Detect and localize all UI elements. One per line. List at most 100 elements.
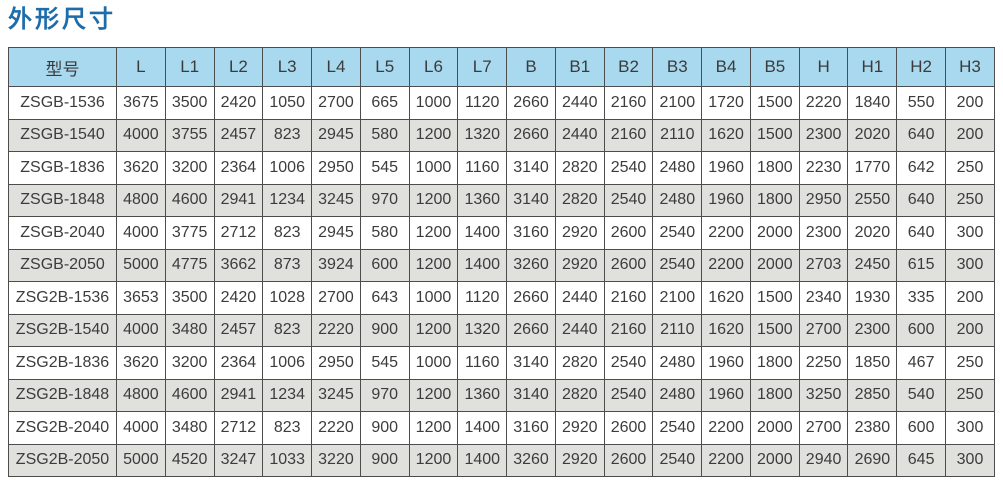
table-row: ZSG2B-2050 5000 4520 3247 1033 3220 900 1200 140… (8, 443, 995, 477)
value-cell: 2540 (603, 183, 654, 217)
value-cell: 2100 (652, 86, 703, 120)
value-cell: 1200 (408, 411, 459, 445)
value-cell: 1960 (701, 378, 751, 412)
value-cell: 2420 (213, 281, 264, 315)
column-header: L1 (164, 47, 215, 87)
value-cell: 600 (896, 313, 947, 347)
value-cell: 823 (262, 216, 313, 250)
value-cell: 545 (359, 346, 410, 380)
value-cell: 1360 (457, 183, 508, 217)
model-cell: ZSGB-1540 (8, 118, 117, 152)
value-cell: 1620 (701, 313, 751, 347)
value-cell: 970 (359, 378, 410, 412)
value-cell: 5000 (116, 443, 166, 477)
value-cell: 2250 (798, 346, 849, 380)
value-cell: 2941 (213, 183, 264, 217)
value-cell: 2110 (652, 313, 703, 347)
page-title: 外形尺寸 (8, 6, 116, 33)
value-cell: 600 (359, 248, 410, 282)
value-cell: 3140 (506, 151, 556, 185)
value-cell: 640 (896, 216, 947, 250)
model-cell: ZSG2B-1540 (8, 313, 117, 347)
value-cell: 615 (896, 248, 947, 282)
value-cell: 1720 (701, 86, 751, 120)
value-cell: 2364 (213, 346, 264, 380)
value-cell: 2457 (213, 118, 264, 152)
value-cell: 1000 (408, 86, 459, 120)
value-cell: 5000 (116, 248, 166, 282)
value-cell: 2220 (798, 86, 849, 120)
column-header: L (116, 47, 166, 87)
value-cell: 4000 (116, 118, 166, 152)
table-row: ZSGB-1536 3675 3500 2420 1050 2700 665 1000 1120… (8, 86, 995, 120)
value-cell: 1500 (749, 118, 800, 152)
value-cell: 900 (359, 411, 410, 445)
column-header: B (506, 47, 556, 87)
value-cell: 2660 (506, 86, 556, 120)
value-cell: 1800 (749, 346, 800, 380)
value-cell: 2941 (213, 378, 264, 412)
value-cell: 1500 (749, 281, 800, 315)
value-cell: 1120 (457, 281, 508, 315)
model-cell: ZSGB-1836 (8, 151, 117, 185)
value-cell: 467 (896, 346, 947, 380)
value-cell: 1160 (457, 151, 508, 185)
table-row: ZSG2B-1536 3653 3500 2420 1028 2700 643 1000 112… (8, 281, 995, 315)
model-cell: ZSG2B-1836 (8, 346, 117, 380)
value-cell: 4000 (116, 411, 166, 445)
value-cell: 3775 (164, 216, 215, 250)
value-cell: 1400 (457, 248, 508, 282)
value-cell: 2712 (213, 411, 264, 445)
value-cell: 640 (896, 118, 947, 152)
value-cell: 2364 (213, 151, 264, 185)
value-cell: 2540 (652, 443, 703, 477)
value-cell: 200 (945, 281, 995, 315)
value-cell: 1930 (847, 281, 898, 315)
value-cell: 4800 (116, 183, 166, 217)
value-cell: 2480 (652, 183, 703, 217)
value-cell: 2820 (554, 183, 605, 217)
value-cell: 4775 (164, 248, 215, 282)
value-cell: 1200 (408, 443, 459, 477)
value-cell: 3250 (798, 378, 849, 412)
value-cell: 3662 (213, 248, 264, 282)
value-cell: 300 (945, 216, 995, 250)
header-row: 型号 L L1 L2 L3 L4 L5 L6 L7 B B1 B2 B3 B4 B5 H H1 H2 H3 (8, 47, 995, 87)
column-header: H1 (847, 47, 898, 87)
value-cell: 335 (896, 281, 947, 315)
value-cell: 2440 (554, 313, 605, 347)
value-cell: 1400 (457, 216, 508, 250)
value-cell: 2440 (554, 118, 605, 152)
value-cell: 1200 (408, 118, 459, 152)
value-cell: 2420 (213, 86, 264, 120)
value-cell: 2220 (311, 411, 361, 445)
value-cell: 2700 (311, 281, 361, 315)
value-cell: 2020 (847, 118, 898, 152)
value-cell: 873 (262, 248, 313, 282)
value-cell: 1800 (749, 378, 800, 412)
table-row: ZSG2B-2040 4000 3480 2712 823 2220 900 1200 1400… (8, 411, 995, 445)
model-cell: ZSGB-2040 (8, 216, 117, 250)
value-cell: 2110 (652, 118, 703, 152)
table-row: ZSGB-2040 4000 3775 2712 823 2945 580 1200 1400 3… (8, 216, 995, 250)
column-header: H (798, 47, 849, 87)
value-cell: 1620 (701, 281, 751, 315)
value-cell: 645 (896, 443, 947, 477)
value-cell: 3620 (116, 151, 166, 185)
value-cell: 200 (945, 86, 995, 120)
value-cell: 580 (359, 118, 410, 152)
value-cell: 3247 (213, 443, 264, 477)
value-cell: 2300 (847, 313, 898, 347)
value-cell: 642 (896, 151, 947, 185)
value-cell: 1850 (847, 346, 898, 380)
value-cell: 2200 (701, 411, 751, 445)
value-cell: 300 (945, 248, 995, 282)
value-cell: 3924 (311, 248, 361, 282)
value-cell: 1200 (408, 183, 459, 217)
value-cell: 2540 (652, 216, 703, 250)
value-cell: 1960 (701, 346, 751, 380)
model-cell: ZSG2B-1848 (8, 378, 117, 412)
value-cell: 1320 (457, 313, 508, 347)
value-cell: 823 (262, 313, 313, 347)
value-cell: 2820 (554, 151, 605, 185)
